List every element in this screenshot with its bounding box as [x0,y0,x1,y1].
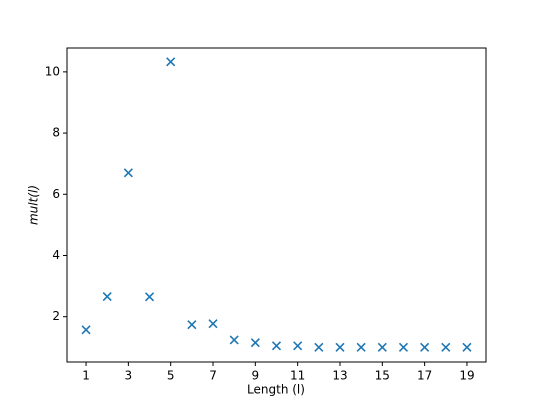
scatter-marker [81,325,91,335]
y-tick-label: 2 [52,309,60,323]
scatter-marker [208,319,218,329]
scatter-marker [441,342,451,352]
x-tick-label: 11 [290,369,305,383]
x-tick-label: 15 [375,369,390,383]
x-tick-label: 13 [332,369,347,383]
scatter-marker [102,291,112,302]
scatter-marker [187,320,197,330]
scatter-marker [123,168,133,178]
plot-frame [66,47,487,363]
scatter-marker [335,342,345,352]
x-tick-label: 7 [209,369,217,383]
y-tick-label: 6 [52,187,60,201]
scatter-marker [293,341,303,351]
scatter-marker [271,341,282,351]
scatter-marker [356,342,366,352]
scatter-marker [398,342,409,352]
y-axis-label: mult(l) [27,185,41,225]
x-tick-label: 19 [459,369,474,383]
scatter-marker [314,342,324,352]
scatter-marker [377,342,387,352]
scatter-marker [229,335,239,345]
x-tick-label: 5 [167,369,175,383]
scatter-marker [250,338,260,348]
scatter-marker [144,292,155,302]
x-tick-label: 1 [82,369,90,383]
x-tick-label: 9 [252,369,260,383]
y-tick-label: 4 [52,248,60,262]
x-tick-label: 3 [125,369,133,383]
x-axis-label: Length (l) [247,383,305,397]
x-tick-label: 17 [417,369,432,383]
scatter-marker [166,57,176,67]
y-tick-label: 10 [45,64,60,78]
scatter-marker [420,342,430,352]
scatter-marker [462,342,472,352]
y-tick-label: 8 [52,126,60,140]
